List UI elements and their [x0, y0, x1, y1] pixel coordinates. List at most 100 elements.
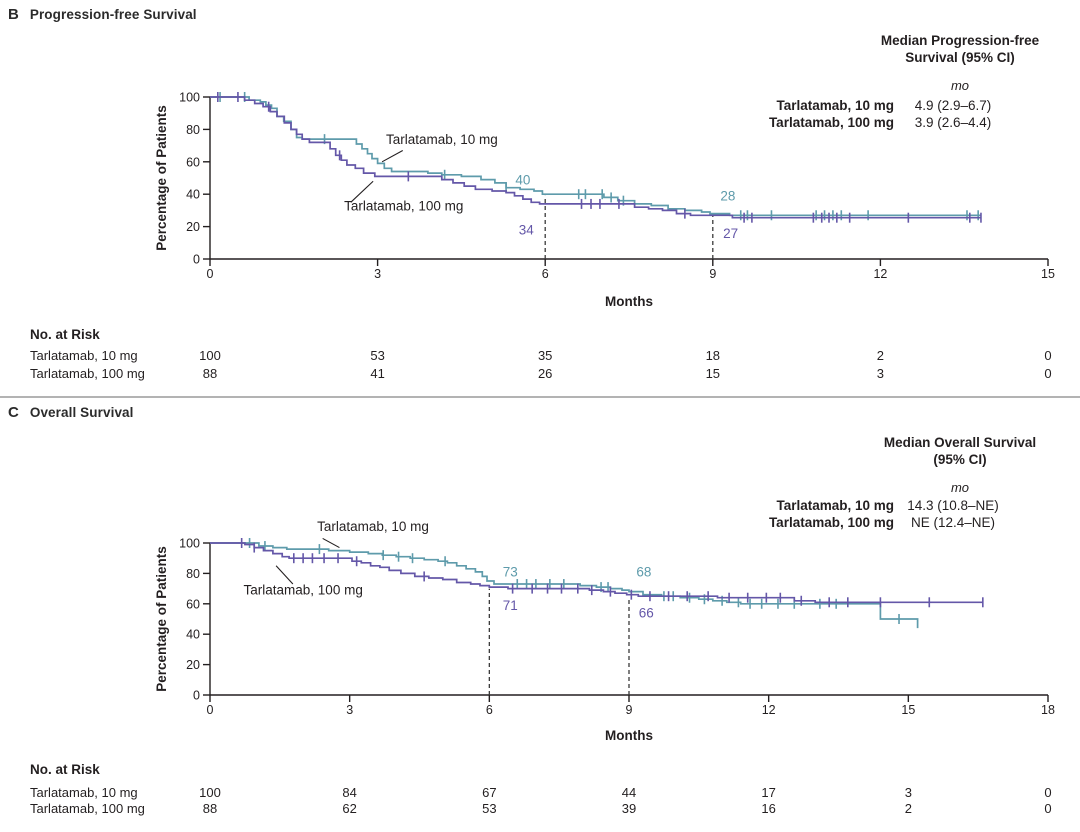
risk-value: 2 — [876, 348, 884, 363]
y-tick-label: 80 — [186, 567, 200, 581]
risk-value: 35 — [537, 348, 553, 363]
y-tick-label: 60 — [186, 597, 200, 611]
risk-value: 0 — [1044, 785, 1052, 800]
x-tick-label: 0 — [207, 703, 214, 717]
curve-label: Tarlatamab, 10 mg — [317, 519, 429, 534]
risk-row-label-10mg: Tarlatamab, 10 mg — [30, 785, 138, 800]
median-stats-rows: Tarlatamab, 10 mg 14.3 (10.8–NE) Tarlata… — [690, 497, 1012, 531]
y-tick-label: 0 — [193, 253, 200, 267]
km-curve-100mg — [210, 542, 983, 604]
y-tick-label: 20 — [186, 658, 200, 672]
risk-value: 53 — [482, 801, 497, 816]
km-curve-10mg — [210, 542, 919, 629]
stats-heading-line2: Survival (95% CI) — [905, 50, 1015, 65]
stats-row-value: 4.9 (2.9–6.7) — [914, 98, 992, 113]
axes — [203, 96, 1049, 266]
survival-annotation: 40 — [515, 172, 530, 187]
median-stats-heading: Median Progression-free Survival (95% CI… — [848, 32, 1072, 66]
stats-row: Tarlatamab, 100 mg NE (12.4–NE) — [690, 514, 1012, 531]
x-tick-label: 15 — [901, 703, 915, 717]
x-tick-label: 6 — [542, 267, 549, 281]
panel-letter: C — [8, 404, 19, 421]
axis-labels: 0 20 40 60 80 100 0 3 6 9 12 15 18 Months Percentage o… — [154, 537, 1055, 744]
y-tick-label: 60 — [186, 155, 200, 169]
x-tick-label: 0 — [207, 267, 214, 281]
stats-row-label: Tarlatamab, 10 mg — [776, 98, 894, 113]
panel-title-text: Progression-free Survival — [29, 7, 197, 22]
stats-row-label: Tarlatamab, 100 mg — [768, 115, 894, 130]
risk-value: 26 — [537, 366, 553, 381]
stats-row-label: Tarlatamab, 10 mg — [776, 498, 894, 513]
risk-value: 88 — [202, 366, 218, 381]
x-tick-label: 3 — [346, 703, 353, 717]
curve-label: Tarlatamab, 10 mg — [386, 132, 498, 147]
risk-value: 88 — [202, 801, 218, 816]
risk-value: 62 — [342, 801, 357, 816]
axis-labels: 0 20 40 60 80 100 0 3 6 9 12 15 Months Percentage of … — [154, 91, 1055, 310]
risk-table-heading: No. at Risk — [30, 762, 100, 777]
risk-value: 17 — [761, 785, 776, 800]
stats-row-label: Tarlatamab, 100 mg — [768, 515, 894, 530]
stats-row: Tarlatamab, 100 mg 3.9 (2.6–4.4) — [690, 114, 1012, 131]
risk-value: 0 — [1044, 801, 1052, 816]
risk-value: 2 — [904, 801, 912, 816]
survival-annotation: 34 — [519, 223, 535, 238]
risk-table-heading: No. at Risk — [30, 327, 100, 342]
axes — [203, 542, 1049, 702]
x-tick-label: 15 — [1041, 267, 1055, 281]
stats-row-value: 3.9 (2.6–4.4) — [914, 115, 992, 130]
stats-heading-line2: (95% CI) — [933, 452, 987, 467]
y-tick-label: 40 — [186, 188, 200, 202]
risk-value: 44 — [621, 785, 637, 800]
risk-value: 53 — [370, 348, 385, 363]
risk-value: 3 — [904, 785, 912, 800]
x-tick-label: 12 — [873, 267, 887, 281]
censor-ticks-10mg — [248, 538, 900, 624]
x-tick-label: 3 — [374, 267, 381, 281]
panel-title-text: Overall Survival — [29, 405, 134, 420]
risk-value: 100 — [199, 348, 221, 363]
stats-heading-line1: Median Progression-free — [880, 33, 1040, 48]
risk-value: 39 — [621, 801, 637, 816]
risk-value: 3 — [876, 366, 884, 381]
x-tick-label: 6 — [486, 703, 493, 717]
x-tick-label: 12 — [762, 703, 776, 717]
stats-row-value: NE (12.4–NE) — [910, 515, 996, 530]
x-tick-label: 9 — [709, 267, 716, 281]
km-curve-10mg — [210, 96, 981, 217]
curve-label-leader — [350, 180, 374, 203]
stats-heading-line1: Median Overall Survival — [883, 435, 1037, 450]
risk-row-label-10mg: Tarlatamab, 10 mg — [30, 348, 138, 363]
panel-divider — [0, 396, 1080, 398]
stats-unit: mo — [950, 480, 970, 495]
risk-value: 18 — [705, 348, 721, 363]
curve-label-leader — [322, 537, 340, 549]
risk-value: 16 — [761, 801, 776, 816]
survival-annotation: 71 — [503, 598, 518, 613]
x-axis-title: Months — [605, 728, 653, 743]
survival-annotation: 28 — [720, 189, 735, 204]
risk-value: 84 — [342, 785, 357, 800]
risk-value: 0 — [1044, 366, 1052, 381]
panel-letter: B — [8, 6, 19, 23]
stats-unit: mo — [950, 78, 970, 93]
y-tick-label: 40 — [186, 628, 200, 642]
y-axis-title: Percentage of Patients — [154, 546, 169, 692]
risk-row-label-100mg: Tarlatamab, 100 mg — [30, 801, 145, 816]
panel-title: C Overall Survival — [8, 404, 134, 421]
survival-annotation: 66 — [639, 605, 654, 620]
panel-title: B Progression-free Survival — [8, 6, 197, 23]
risk-value: 41 — [370, 366, 385, 381]
curve-label: Tarlatamab, 100 mg — [344, 198, 463, 213]
risk-value: 100 — [199, 785, 221, 800]
curve-label-leader — [381, 149, 404, 163]
y-tick-label: 100 — [179, 537, 200, 551]
y-axis-title: Percentage of Patients — [154, 105, 169, 251]
survival-annotation: 68 — [636, 564, 651, 579]
y-tick-label: 20 — [186, 220, 200, 234]
stats-row-value: 14.3 (10.8–NE) — [907, 498, 999, 513]
survival-annotation: 73 — [503, 564, 518, 579]
km-curve-100mg — [210, 96, 981, 219]
km-chart-pfs: 0 20 40 60 80 100 0 3 6 9 12 15 Months Percentage of … — [154, 91, 1055, 310]
